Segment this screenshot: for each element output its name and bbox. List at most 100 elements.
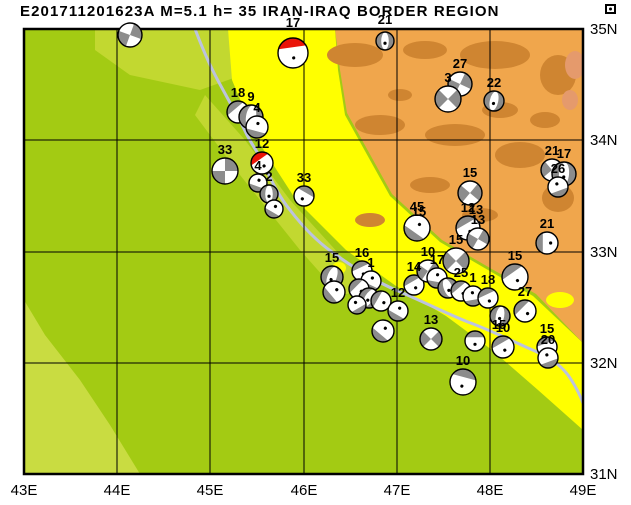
beachball-number: 45 [410, 199, 424, 214]
beachball-number: 3 [444, 70, 451, 85]
beachball [551, 161, 577, 187]
beachball [375, 31, 395, 51]
beachball [264, 199, 284, 219]
beachball-number: 33 [218, 142, 232, 157]
beachball-number: 15 [412, 204, 426, 219]
beachball-number: 1 [367, 255, 374, 270]
terrain-yellow-spots [290, 132, 574, 308]
beachball [259, 184, 279, 204]
beachball-number: 18 [481, 272, 495, 287]
beachball-number: 33 [297, 170, 311, 185]
map-frame [22, 27, 585, 476]
figure-title: E201711201623A M=5.1 h= 35 IRAN-IRAQ BOR… [20, 3, 500, 20]
beachball [371, 319, 395, 343]
beachball [477, 287, 499, 309]
beachball [466, 227, 490, 251]
beachball [491, 335, 515, 359]
beachball-number: 4 [254, 158, 262, 173]
beachball-number: 10 [421, 244, 435, 259]
beachball-number: 22 [487, 75, 501, 90]
beachball-number: 21 [545, 143, 559, 158]
y-tick-label: 34N [590, 132, 618, 149]
beachball [434, 85, 462, 113]
beachball-number: 13 [469, 202, 483, 217]
beachball-number: 17 [430, 252, 444, 267]
beachball-number: 15 [492, 317, 506, 332]
x-tick-label: 47E [384, 482, 411, 499]
beachball-number: 16 [355, 245, 369, 260]
beachball-number: 27 [518, 284, 532, 299]
y-tick-label: 35N [590, 21, 618, 38]
beachball [483, 90, 505, 112]
beachball-number: 1 [469, 270, 476, 285]
beachball-number: 15 [508, 248, 522, 263]
beachball [535, 231, 559, 255]
beachball-number: 20 [541, 332, 555, 347]
beachball [419, 327, 443, 351]
beachball [277, 37, 309, 69]
beachball [442, 247, 470, 275]
x-tick-label: 44E [104, 482, 131, 499]
beachball [403, 274, 425, 296]
x-tick-label: 48E [477, 482, 504, 499]
beachball [387, 300, 409, 322]
x-tick-label: 45E [197, 482, 224, 499]
beachball [370, 290, 392, 312]
beachball-number: 15 [449, 232, 463, 247]
beachball [403, 214, 431, 242]
beachball-number: 12 [391, 285, 405, 300]
beachball-layer [117, 22, 577, 396]
beachball [322, 280, 346, 304]
beachball-number: 10 [456, 353, 470, 368]
beachball-number: 14 [407, 259, 422, 274]
y-tick-label: 33N [590, 244, 618, 261]
beachball-number: 17 [557, 146, 571, 161]
beachball-number: 4 [253, 100, 261, 115]
beachball-number: 13 [424, 312, 438, 327]
beachball [293, 185, 315, 207]
beachball-number: 25 [454, 265, 468, 280]
beachball-number: 12 [461, 200, 475, 215]
beachball [117, 22, 143, 48]
beachball [547, 176, 569, 198]
terrain-light-green-southwest [24, 300, 140, 474]
beachball-number: 2 [265, 169, 272, 184]
terrain-salmon-patches [562, 51, 583, 110]
tick-label-layer: 43E 44E 45E 46E 47E 48E 49E 35N 34N 33N 32N 31N [11, 21, 618, 499]
beachball-number: 17 [286, 15, 300, 30]
beachball [457, 180, 483, 206]
beachball [501, 263, 529, 291]
y-tick-label: 31N [590, 466, 618, 483]
grid-layer [24, 29, 583, 474]
beachball-number: 10 [496, 320, 510, 335]
beachball-number: 15 [463, 165, 477, 180]
beachball [449, 368, 477, 396]
beachball-number: 21 [378, 12, 392, 27]
x-tick-label: 43E [11, 482, 38, 499]
x-tick-label: 46E [291, 482, 318, 499]
beachball-number: 15 [540, 321, 554, 336]
beachball [245, 115, 269, 139]
terrain-light-green-border-band [195, 95, 370, 295]
beachball-number: 12 [255, 136, 269, 151]
beachball [513, 299, 537, 323]
beachball-number: 13 [471, 212, 485, 227]
beachball [250, 151, 274, 175]
beachball [489, 305, 511, 327]
beachball [537, 347, 559, 369]
beachball [211, 157, 239, 185]
beachball [464, 330, 486, 352]
beachball-number: 21 [540, 216, 554, 231]
beachball-number: 15 [325, 250, 339, 265]
y-tick-label: 32N [590, 355, 618, 372]
corner-mark [605, 4, 616, 14]
beachball [347, 295, 367, 315]
x-tick-label: 49E [570, 482, 597, 499]
beachball-number: 9 [247, 89, 254, 104]
beachball-number: 26 [551, 161, 565, 176]
beachball-number: 27 [453, 56, 467, 71]
beachball-number: 18 [231, 85, 245, 100]
